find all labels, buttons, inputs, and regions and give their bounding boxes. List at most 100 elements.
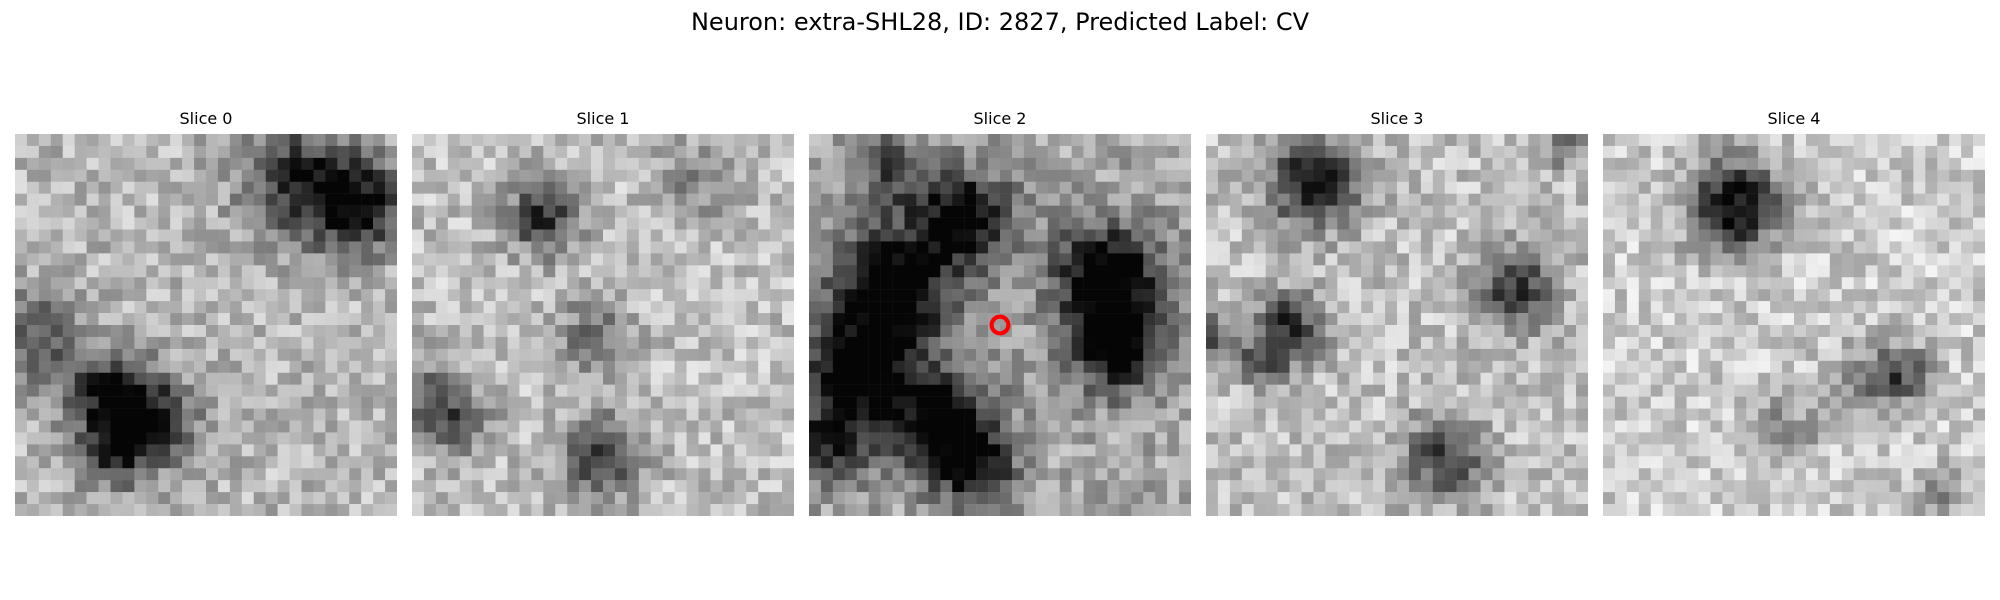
slice-pixel xyxy=(916,336,929,350)
slice-pixel xyxy=(1059,348,1072,362)
slice-pixel xyxy=(770,480,783,493)
slice-pixel xyxy=(1829,229,1842,242)
slice-pixel xyxy=(1241,265,1254,278)
slice-pixel xyxy=(1937,360,1950,373)
slice-pixel xyxy=(1782,217,1795,230)
slice-pixel xyxy=(158,181,171,194)
slice-pixel xyxy=(782,336,794,350)
slice-pixel xyxy=(110,265,123,278)
slice-pixel xyxy=(988,134,1001,147)
slice-pixel xyxy=(1432,504,1445,516)
slice-pixel xyxy=(1853,217,1866,230)
slice-pixel xyxy=(555,492,568,505)
slice-pixel xyxy=(1805,205,1819,218)
slice-pixel xyxy=(1047,396,1060,409)
slice-pixel xyxy=(1576,456,1588,469)
slice-pixel xyxy=(1277,301,1290,314)
slice-pixel xyxy=(674,301,687,314)
slice-pixel xyxy=(746,241,759,254)
slice-pixel xyxy=(1119,217,1132,230)
slice-pixel xyxy=(603,372,616,385)
slice-pixel xyxy=(62,313,75,326)
slice-pixel xyxy=(674,265,687,278)
slice-pixel xyxy=(1408,181,1422,194)
slice-pixel xyxy=(531,468,544,481)
slice-pixel xyxy=(928,372,941,385)
slice-pixel xyxy=(940,181,953,194)
slice-pixel xyxy=(555,181,568,194)
slice-pixel xyxy=(1155,289,1168,302)
slice-pixel xyxy=(1217,277,1231,290)
slice-pixel xyxy=(591,336,604,350)
slice-pixel xyxy=(567,396,580,409)
slice-pixel xyxy=(519,468,532,481)
slice-pixel xyxy=(1206,145,1219,159)
slice-pixel xyxy=(1155,217,1168,230)
slice-pixel xyxy=(1480,492,1493,505)
slice-pixel xyxy=(62,372,75,385)
slice-pixel xyxy=(50,468,63,481)
slice-pixel xyxy=(1841,313,1854,326)
slice-pixel xyxy=(940,360,953,373)
slice-pixel xyxy=(698,360,711,373)
slice-pixel xyxy=(301,277,314,290)
slice-pixel xyxy=(928,205,941,218)
slice-pixel xyxy=(1095,241,1108,254)
slice-pixel xyxy=(1071,313,1084,326)
slice-pixel xyxy=(1576,325,1588,338)
slice-pixel xyxy=(1325,289,1338,302)
slice-pixel xyxy=(217,289,231,302)
slice-pixel xyxy=(904,145,917,159)
slice-pixel xyxy=(1385,181,1398,194)
slice-pixel xyxy=(1385,229,1398,242)
slice-pixel xyxy=(313,289,326,302)
slice-pixel xyxy=(1095,277,1108,290)
slice-pixel xyxy=(1131,336,1144,350)
slice-pixel xyxy=(1349,241,1362,254)
slice-pixel xyxy=(337,325,350,338)
slice-pixel xyxy=(435,169,449,182)
slice-pixel xyxy=(686,157,699,171)
slice-pixel xyxy=(74,384,87,397)
slice-pixel xyxy=(1492,193,1505,206)
slice-pixel xyxy=(1408,468,1422,481)
slice-pixel xyxy=(1420,169,1434,182)
slice-pixel xyxy=(1241,384,1254,397)
slice-pixel xyxy=(674,229,687,242)
slice-pixel xyxy=(313,468,326,481)
slice-pixel xyxy=(74,265,87,278)
slice-pixel xyxy=(1229,157,1243,171)
slice-pixel xyxy=(1083,229,1096,242)
slice-pixel xyxy=(1492,169,1505,182)
slice-pixel xyxy=(531,253,544,266)
slice-pixel xyxy=(892,325,905,338)
slice-pixel xyxy=(170,277,183,290)
slice-pixel xyxy=(603,134,616,147)
slice-pixel xyxy=(206,289,219,302)
slice-pixel xyxy=(1758,360,1771,373)
slice-pixel xyxy=(1698,134,1711,147)
slice-pixel xyxy=(832,157,846,171)
slice-pixel xyxy=(1289,396,1302,409)
slice-pixel xyxy=(591,229,604,242)
slice-pixel xyxy=(1961,205,1974,218)
slice-pixel xyxy=(1829,396,1842,409)
slice-pixel xyxy=(674,181,687,194)
slice-pixel xyxy=(880,492,893,505)
slice-pixel xyxy=(820,217,834,230)
slice-pixel xyxy=(1650,396,1663,409)
slice-pixel xyxy=(337,193,350,206)
slice-pixel xyxy=(531,134,544,147)
slice-pixel xyxy=(217,241,231,254)
slice-pixel xyxy=(614,277,628,290)
slice-pixel xyxy=(1552,480,1565,493)
slice-pixel xyxy=(1564,229,1577,242)
slice-pixel xyxy=(1552,336,1565,350)
slice-pixel xyxy=(1746,313,1759,326)
slice-pixel xyxy=(373,205,386,218)
slice-pixel xyxy=(337,396,350,409)
slice-pixel xyxy=(301,480,314,493)
slice-pixel xyxy=(1638,265,1651,278)
slice-pixel xyxy=(337,289,350,302)
slice-pixel xyxy=(856,408,869,421)
